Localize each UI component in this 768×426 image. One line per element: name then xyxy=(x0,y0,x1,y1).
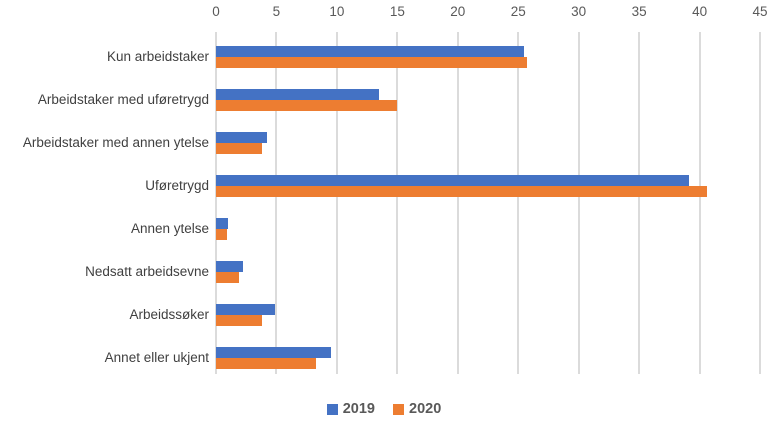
bar-2020-category-5 xyxy=(216,272,239,283)
category-label-1: Arbeidstaker med uføretrygd xyxy=(37,92,209,107)
legend-item-2020: 2020 xyxy=(393,401,441,417)
x-tick-label-45: 45 xyxy=(752,4,768,19)
x-tick-label-10: 10 xyxy=(329,4,345,19)
legend-label-2020: 2020 xyxy=(409,401,442,417)
x-tick-label-0: 0 xyxy=(212,4,220,19)
x-tick-label-35: 35 xyxy=(631,4,647,19)
x-tick-label-25: 25 xyxy=(510,4,526,19)
bar-2020-category-0 xyxy=(216,57,527,68)
gridline-45 xyxy=(759,32,762,374)
category-label-5: Nedsatt arbeidsevne xyxy=(85,264,209,279)
x-tick-label-5: 5 xyxy=(272,4,281,19)
bar-2020-category-7 xyxy=(216,358,317,369)
gridline-25 xyxy=(517,32,520,374)
gridline-30 xyxy=(577,32,580,374)
x-tick-label-30: 30 xyxy=(571,4,587,19)
gridline-15 xyxy=(396,32,399,374)
category-label-3: Uføretrygd xyxy=(145,178,209,193)
legend-label-2019: 2019 xyxy=(342,401,375,417)
bar-2019-category-6 xyxy=(216,304,276,315)
bar-2020-category-6 xyxy=(216,315,262,326)
gridline-10 xyxy=(335,32,338,374)
x-tick-label-15: 15 xyxy=(389,4,405,19)
x-tick-label-40: 40 xyxy=(692,4,708,19)
legend-item-2019: 2019 xyxy=(326,401,375,417)
x-tick-label-20: 20 xyxy=(450,4,466,19)
legend: 2019 2020 xyxy=(0,401,768,417)
bar-2019-category-2 xyxy=(216,132,267,143)
bar-2019-category-5 xyxy=(216,261,243,272)
gridline-20 xyxy=(456,32,459,374)
legend-swatch-2019 xyxy=(326,403,338,415)
category-label-0: Kun arbeidstaker xyxy=(106,49,209,64)
legend-swatch-2020 xyxy=(393,403,404,415)
bar-2019-category-0 xyxy=(216,46,525,57)
gridline-0 xyxy=(215,32,217,374)
gridline-5 xyxy=(275,32,278,374)
bar-2020-category-4 xyxy=(216,229,227,240)
category-label-2: Arbeidstaker med annen ytelse xyxy=(22,135,209,150)
bar-2019-category-3 xyxy=(216,175,689,186)
category-label-6: Arbeidssøker xyxy=(129,307,209,322)
category-label-7: Annet eller ukjent xyxy=(104,350,209,365)
bar-2020-category-1 xyxy=(216,100,398,111)
bar-2020-category-2 xyxy=(216,143,262,154)
gridline-35 xyxy=(638,32,641,374)
category-label-4: Annen ytelse xyxy=(130,221,209,236)
gridline-40 xyxy=(698,32,701,374)
bar-2020-category-3 xyxy=(216,186,707,197)
bar-2019-category-4 xyxy=(216,218,229,229)
bar-2019-category-7 xyxy=(216,347,331,358)
bar-2019-category-1 xyxy=(216,89,380,100)
